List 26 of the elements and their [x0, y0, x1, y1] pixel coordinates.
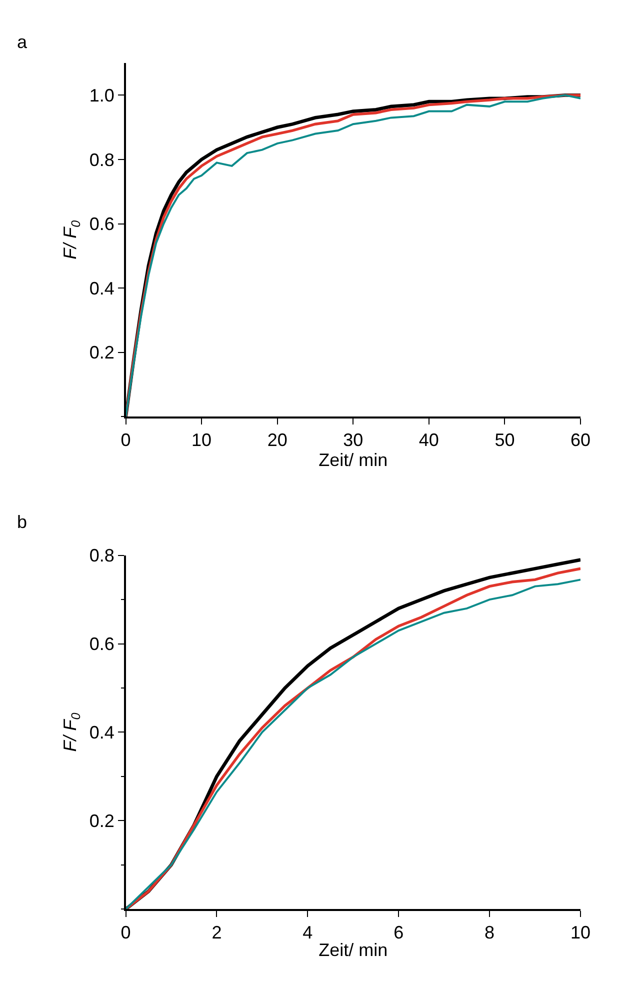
x-tick-label: 6: [394, 922, 404, 942]
x-tick-label: 20: [267, 430, 288, 450]
y-tick-label: 0.6: [89, 214, 114, 234]
y-tick-label: 0.8: [89, 150, 114, 170]
y-tick-label: 0.2: [89, 342, 114, 363]
y-tick-label: 1.0: [89, 85, 114, 106]
y-tick-label: 0.2: [89, 810, 114, 831]
y-tick-label: 0.6: [89, 634, 114, 654]
x-axis-title: Zeit/ min: [318, 450, 388, 470]
x-tick-label: 4: [302, 922, 313, 942]
chart-title: a: [17, 32, 28, 52]
y-tick-label: 0.4: [89, 278, 114, 298]
y-tick-label: 0.8: [89, 546, 114, 566]
x-tick-label: 60: [570, 430, 591, 450]
x-tick-label: 10: [192, 430, 212, 450]
y-tick-label: 0.4: [89, 722, 114, 743]
chart-title: b: [17, 512, 28, 532]
x-tick-label: 8: [484, 922, 495, 942]
x-tick-label: 10: [570, 922, 591, 942]
x-tick-label: 0: [120, 430, 131, 450]
x-tick-label: 2: [212, 922, 222, 942]
x-tick-label: 50: [494, 430, 515, 450]
x-tick-label: 40: [418, 430, 439, 450]
x-axis-title: Zeit/ min: [318, 940, 388, 960]
x-tick-label: 30: [343, 430, 364, 450]
x-tick-label: 0: [120, 922, 131, 942]
